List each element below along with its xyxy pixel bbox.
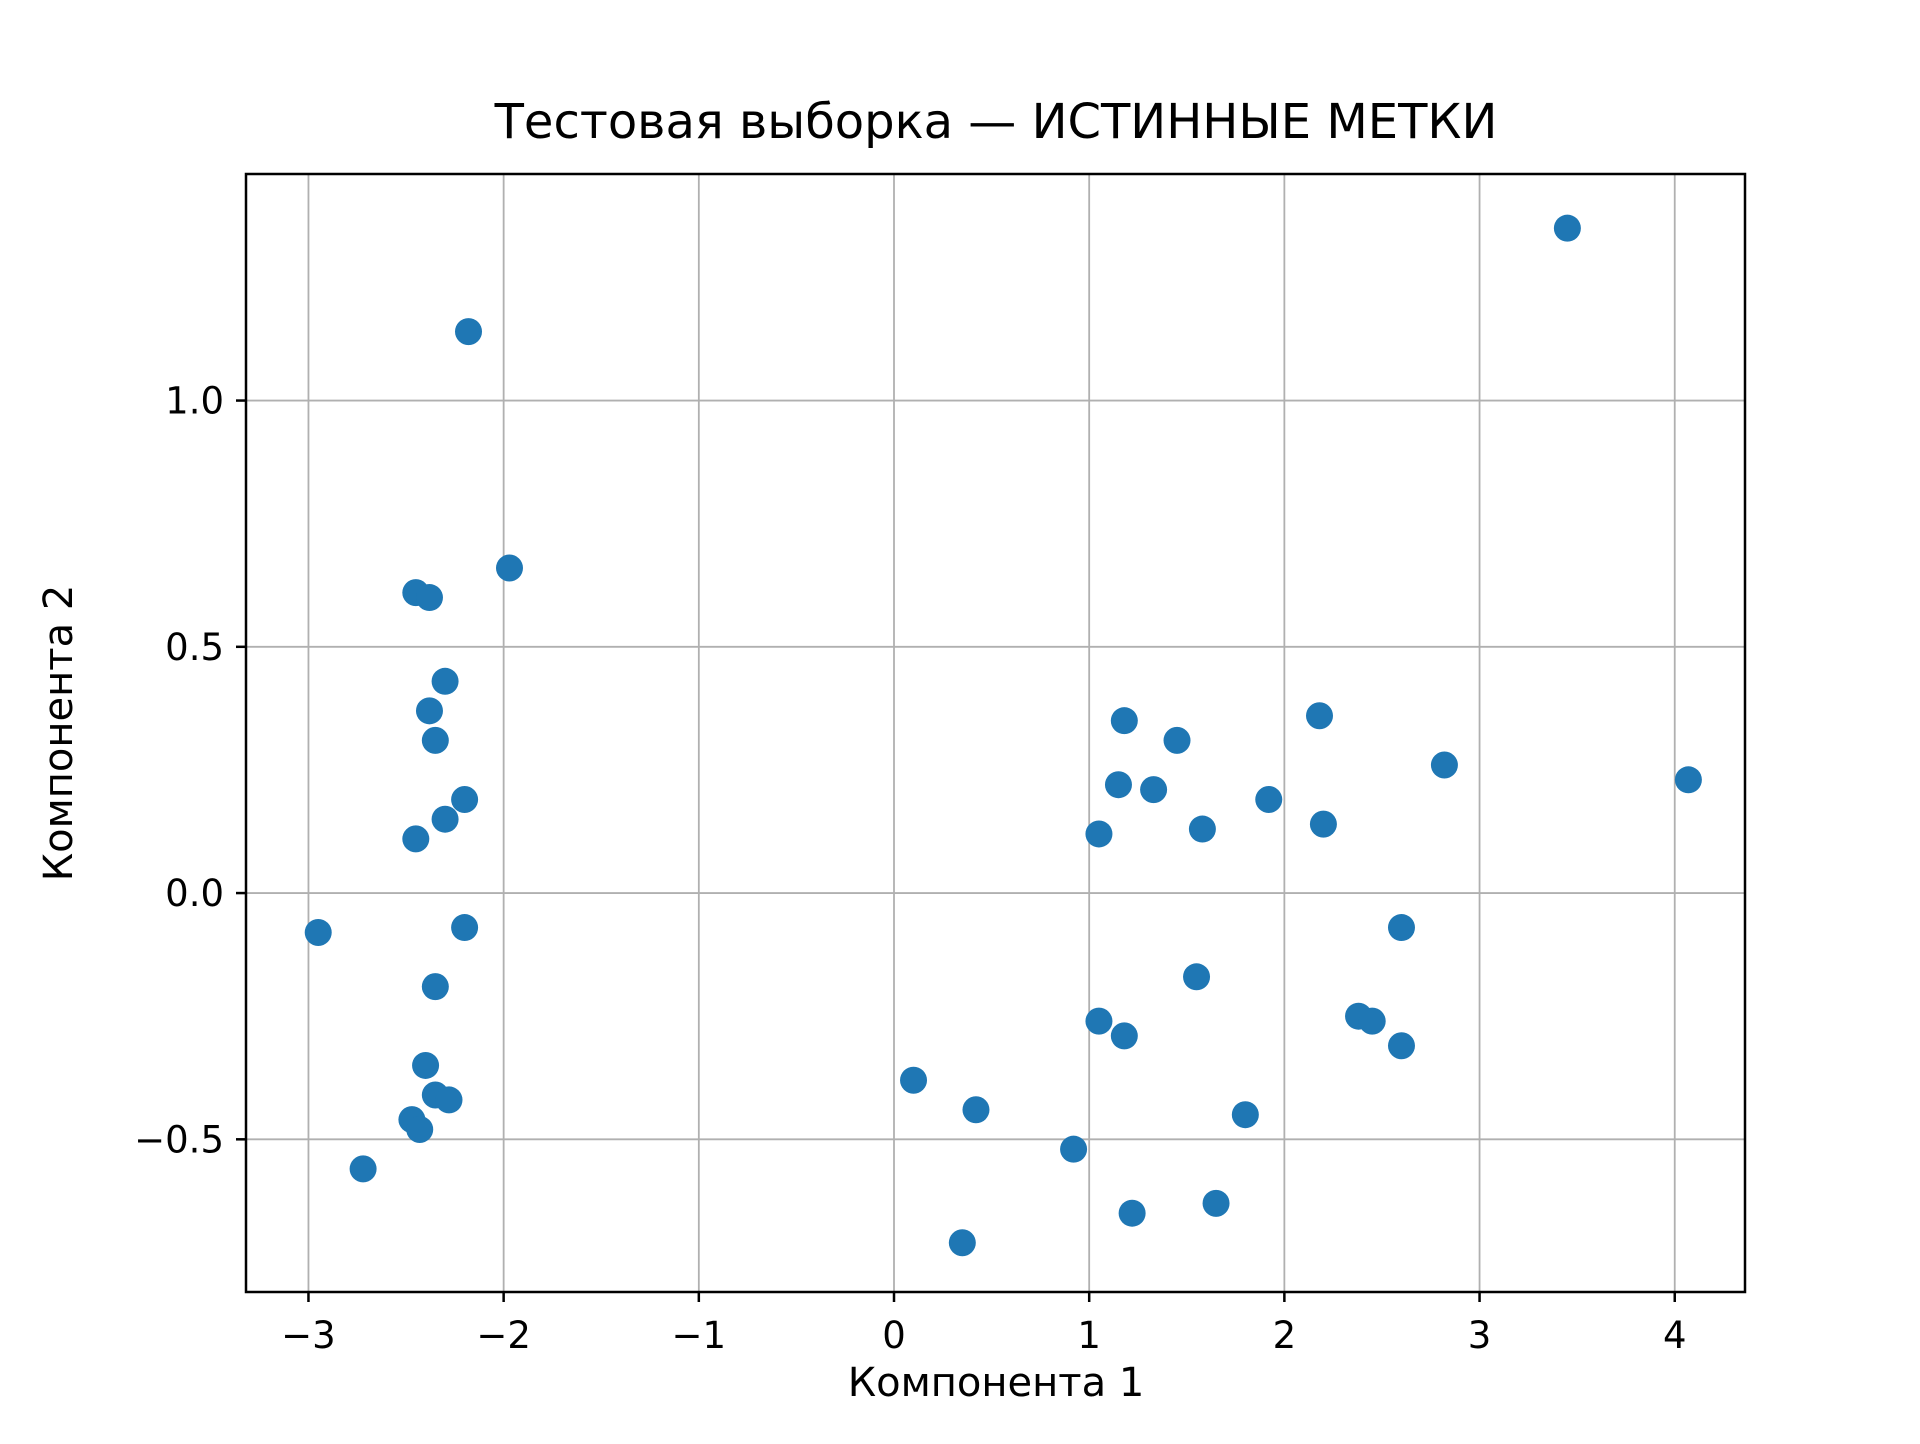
data-point — [1231, 1101, 1259, 1129]
data-point — [415, 584, 443, 612]
data-point — [1085, 820, 1113, 848]
plot-border — [244, 172, 1747, 1294]
x-tick-label: −2 — [476, 1314, 531, 1357]
data-point — [431, 667, 459, 695]
data-point — [1387, 1032, 1415, 1060]
data-point — [1674, 766, 1702, 794]
y-tick-label: 1.0 — [165, 380, 224, 423]
data-point — [1309, 810, 1337, 838]
x-tick-label: 3 — [1468, 1314, 1492, 1357]
axis-tick-labels: −3 −2 −1 0 1 2 3 4 −0.5 0.0 0.5 1.0 — [134, 380, 1686, 1357]
data-point — [948, 1229, 976, 1257]
x-tick-label: −3 — [281, 1314, 336, 1357]
data-point — [421, 973, 449, 1001]
data-point — [1553, 214, 1581, 242]
data-point — [1183, 963, 1211, 991]
data-point — [412, 1051, 440, 1079]
y-tick-label: 0.0 — [165, 872, 224, 915]
data-point — [1358, 1007, 1386, 1035]
data-point — [406, 1115, 434, 1143]
data-point — [304, 918, 332, 946]
data-point — [1110, 1022, 1138, 1050]
data-point — [495, 554, 523, 582]
data-point — [1140, 776, 1168, 804]
y-tick-label: 0.5 — [165, 626, 224, 669]
data-point — [431, 805, 459, 833]
data-point — [962, 1096, 990, 1124]
data-point — [455, 318, 483, 346]
data-point — [1104, 771, 1132, 799]
y-axis-label: Компонента 2 — [36, 585, 82, 882]
data-point — [1255, 785, 1283, 813]
data-point — [421, 726, 449, 754]
scatter-points — [304, 214, 1702, 1257]
data-point — [349, 1155, 377, 1183]
x-tick-label: −1 — [672, 1314, 727, 1357]
data-point — [1118, 1199, 1146, 1227]
y-tick-label: −0.5 — [134, 1118, 224, 1161]
chart-title: Тестовая выборка — ИСТИННЫЕ МЕТКИ — [494, 94, 1498, 150]
data-point — [1430, 751, 1458, 779]
data-point — [1163, 726, 1191, 754]
data-point — [1202, 1189, 1230, 1217]
data-point — [1188, 815, 1216, 843]
data-point — [1387, 914, 1415, 942]
x-tick-label: 0 — [882, 1314, 906, 1357]
x-axis-label: Компонента 1 — [848, 1360, 1145, 1406]
x-tick-label: 1 — [1077, 1314, 1101, 1357]
data-point — [451, 785, 479, 813]
data-point — [1306, 702, 1334, 730]
axis-ticks — [236, 399, 1676, 1302]
grid-lines — [246, 174, 1745, 1292]
data-point — [1110, 707, 1138, 735]
data-point — [435, 1086, 463, 1114]
data-point — [1060, 1135, 1088, 1163]
data-point — [451, 914, 479, 942]
x-tick-label: 2 — [1273, 1314, 1297, 1357]
data-point — [900, 1066, 928, 1094]
data-point — [1085, 1007, 1113, 1035]
data-point — [415, 697, 443, 725]
x-tick-label: 4 — [1663, 1314, 1687, 1357]
data-point — [402, 825, 430, 853]
